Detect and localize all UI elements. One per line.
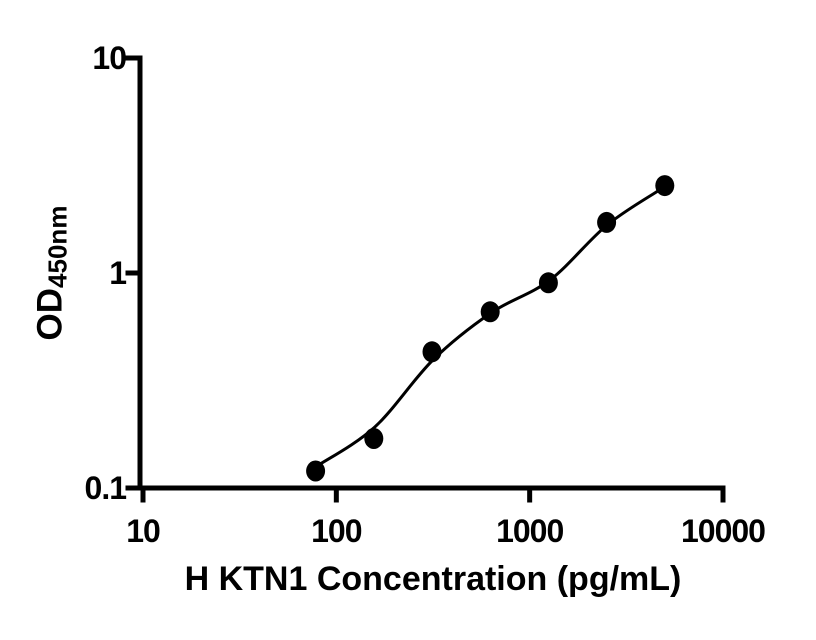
x-tick-label: 10	[126, 513, 160, 549]
data-point	[480, 301, 500, 323]
data-point	[597, 211, 617, 233]
y-tick-label: 0.1	[85, 470, 127, 506]
x-tick-label: 100	[311, 513, 362, 549]
data-point	[655, 175, 675, 197]
tick-labels: 10 100 1000 10000 0.1 1 10	[85, 40, 767, 549]
axis-ticks	[125, 55, 726, 503]
data-point	[422, 341, 442, 363]
y-axis-title: OD450nm	[31, 206, 74, 341]
data-point	[538, 272, 558, 294]
x-tick-label: 10000	[681, 513, 765, 549]
x-tick-label: 1000	[496, 513, 563, 549]
y-tick-label: 10	[92, 40, 126, 76]
data-points	[306, 175, 675, 482]
y-axis-title-main: OD	[30, 287, 70, 341]
y-axis-title-subscript: 450nm	[42, 205, 73, 288]
axes	[137, 55, 726, 491]
y-tick-label: 1	[109, 255, 126, 291]
x-axis-title: H KTN1 Concentration (pg/mL)	[184, 560, 682, 598]
data-point	[364, 428, 384, 449]
data-point	[306, 460, 326, 482]
